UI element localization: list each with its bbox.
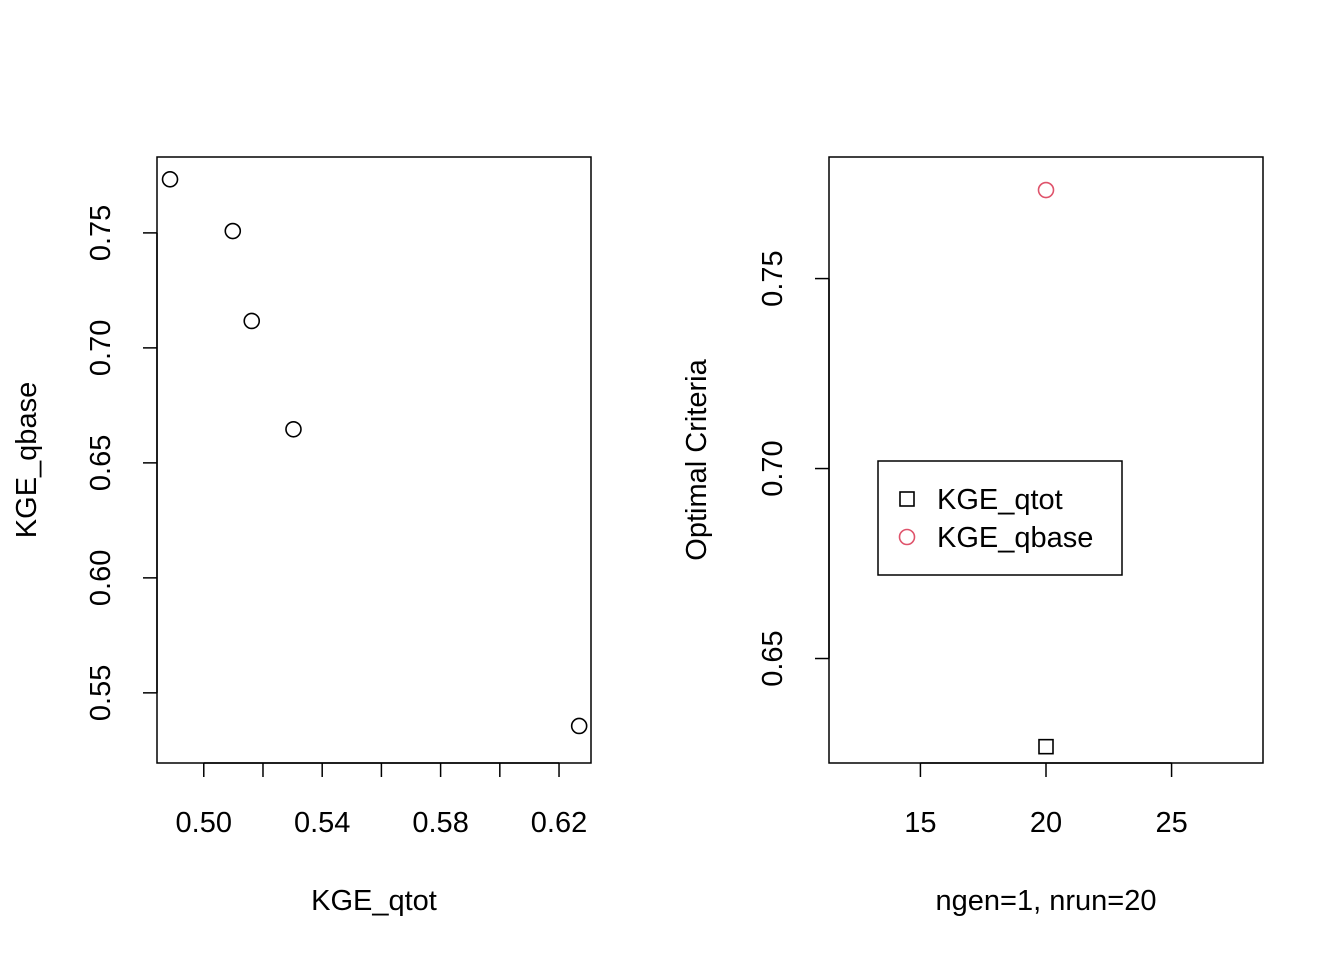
- y-axis-title: Optimal Criteria: [681, 358, 713, 560]
- data-point-circle: [1037, 181, 1055, 199]
- data-point-circle: [285, 420, 302, 438]
- data-point-circle: [243, 312, 261, 330]
- y-tick-label: 0.60: [85, 550, 117, 606]
- y-tick-label: 0.75: [85, 205, 117, 261]
- y-tick-label: 0.65: [757, 630, 789, 686]
- data-point-circle: [161, 171, 179, 188]
- y-tick-label: 0.65: [85, 435, 117, 491]
- x-axis-title: KGE_qtot: [311, 885, 437, 917]
- x-tick-label: 25: [1155, 807, 1187, 839]
- data-point-circle: [224, 222, 242, 240]
- x-tick-label: 0.54: [294, 807, 350, 839]
- legend: KGE_qtot KGE_qbase: [877, 460, 1123, 576]
- y-tick-label: 0.70: [85, 320, 117, 376]
- legend-circle-marker: [898, 528, 916, 546]
- legend-box: [877, 460, 1123, 576]
- left-scatter-panel: 0.50 0.54 0.58 0.62 0.55 0.60 0.65 0.70 0.75 KGE_…: [11, 156, 592, 917]
- data-point-circle: [570, 717, 588, 735]
- data-point-square: [1038, 738, 1054, 755]
- x-tick-label: 0.62: [531, 807, 587, 839]
- legend-square-marker: [899, 491, 915, 507]
- x-tick-label: 15: [904, 807, 936, 839]
- y-axis-title: KGE_qbase: [11, 382, 43, 538]
- y-tick-label: 0.70: [757, 440, 789, 496]
- legend-label: KGE_qtot: [937, 484, 1063, 516]
- x-axis-title: ngen=1, nrun=20: [936, 885, 1157, 917]
- x-tick-label: 0.58: [412, 807, 468, 839]
- y-tick-label: 0.75: [757, 250, 789, 306]
- legend-label: KGE_qbase: [937, 522, 1093, 554]
- x-tick-label: 20: [1030, 807, 1062, 839]
- x-tick-label: 0.50: [176, 807, 232, 839]
- y-tick-label: 0.55: [85, 665, 117, 721]
- right-scatter-panel: 15 20 25 0.65 0.70 0.75 ngen=1, nrun=20 Optimal…: [681, 156, 1264, 917]
